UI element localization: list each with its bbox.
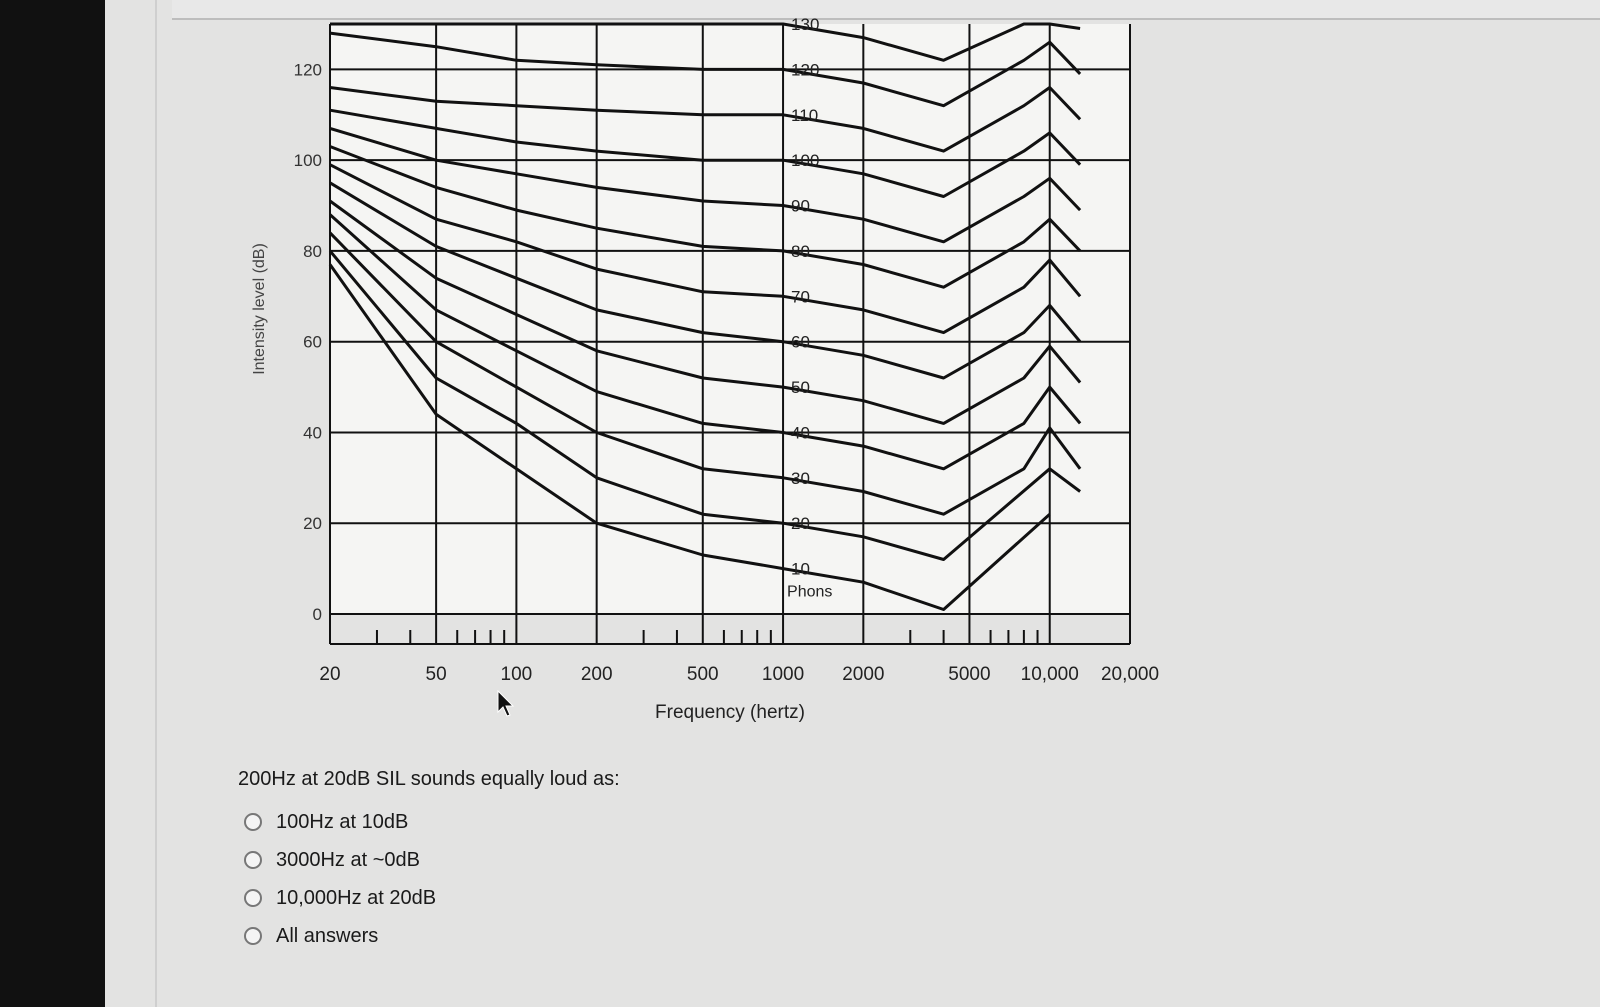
y-tick-label: 20 — [303, 514, 322, 533]
radio-button[interactable] — [244, 927, 262, 945]
y-axis-title: Intensity level (dB) — [251, 243, 268, 375]
y-tick-label: 60 — [303, 333, 322, 352]
option-label: 10,000Hz at 20dB — [276, 886, 437, 909]
phon-curve-120 — [329, 31, 1082, 108]
x-tick-label: 10,000 — [1021, 664, 1079, 685]
option-label: 100Hz at 10dB — [276, 810, 409, 833]
answer-options: 100Hz at 10dB 3000Hz at ~0dB 10,000Hz at… — [244, 803, 436, 955]
phon-label-130: 130 — [791, 15, 819, 34]
phon-label-70: 70 — [791, 287, 810, 306]
phon-curve-40 — [328, 213, 1082, 471]
screen-bezel — [0, 0, 105, 1007]
phon-label-20: 20 — [791, 514, 810, 533]
y-tick-label: 80 — [303, 242, 322, 261]
radio-button[interactable] — [244, 813, 262, 831]
option-100hz-10db[interactable]: 100Hz at 10dB — [244, 803, 436, 841]
x-tick-label: 20 — [319, 664, 340, 685]
option-10000hz-20db[interactable]: 10,000Hz at 20dB — [244, 879, 436, 917]
x-tick-label: 200 — [581, 664, 613, 685]
phon-curve-30 — [328, 231, 1082, 516]
y-tick-label: 40 — [303, 423, 322, 442]
phon-curve-60 — [329, 181, 1082, 380]
phon-curve-20 — [328, 249, 1081, 561]
x-tick-label: 50 — [426, 664, 447, 685]
x-axis-title: Frequency (hertz) — [655, 702, 805, 723]
y-tick-label: 120 — [294, 60, 322, 79]
phon-curve-80 — [329, 145, 1082, 289]
x-tick-label: 5000 — [948, 664, 990, 685]
phon-label-110: 110 — [791, 106, 818, 125]
phon-label-100: 100 — [791, 151, 819, 170]
y-tick-label: 100 — [294, 151, 322, 170]
y-tick-label: 0 — [313, 605, 322, 624]
x-tick-label: 100 — [501, 664, 533, 685]
phon-curve-130 — [330, 22, 1081, 62]
phon-unit-label: Phons — [787, 584, 832, 601]
option-label: All answers — [276, 924, 379, 947]
mouse-cursor-icon — [497, 690, 515, 717]
phon-label-120: 120 — [791, 60, 819, 79]
x-tick-label: 1000 — [762, 664, 804, 685]
phon-curve-100 — [329, 108, 1082, 198]
phon-curve-10 — [328, 263, 1051, 611]
x-tick-label: 2000 — [842, 664, 884, 685]
phon-label-80: 80 — [791, 242, 810, 261]
radio-button[interactable] — [244, 851, 262, 869]
option-label: 3000Hz at ~0dB — [276, 848, 420, 871]
question-box-top-edge — [172, 0, 1600, 20]
phon-curve-90 — [329, 126, 1082, 244]
phon-curve-50 — [329, 199, 1082, 425]
phon-label-90: 90 — [791, 197, 810, 216]
x-tick-label: 20,000 — [1101, 664, 1159, 685]
option-all-answers[interactable]: All answers — [244, 917, 436, 955]
phon-curve-70 — [329, 163, 1082, 335]
option-3000hz-0db[interactable]: 3000Hz at ~0dB — [244, 841, 436, 879]
phon-label-10: 10 — [791, 560, 810, 579]
chart-svg: 10 20 30 40 50 60 70 80 90 100 110 120 130 Phons 0 20 40… — [251, 15, 1159, 723]
phon-label-60: 60 — [791, 333, 810, 352]
x-tick-label: 500 — [687, 664, 719, 685]
phon-curve-110 — [329, 86, 1082, 153]
phon-label-30: 30 — [791, 469, 810, 488]
equal-loudness-chart: 10 20 30 40 50 60 70 80 90 100 110 120 130 Phons 0 20 40… — [240, 14, 1170, 734]
phon-label-50: 50 — [791, 378, 810, 397]
content-margin-line — [155, 0, 157, 1007]
radio-button[interactable] — [244, 889, 262, 907]
question-text: 200Hz at 20dB SIL sounds equally loud as… — [238, 768, 620, 790]
phon-label-40: 40 — [791, 423, 810, 442]
